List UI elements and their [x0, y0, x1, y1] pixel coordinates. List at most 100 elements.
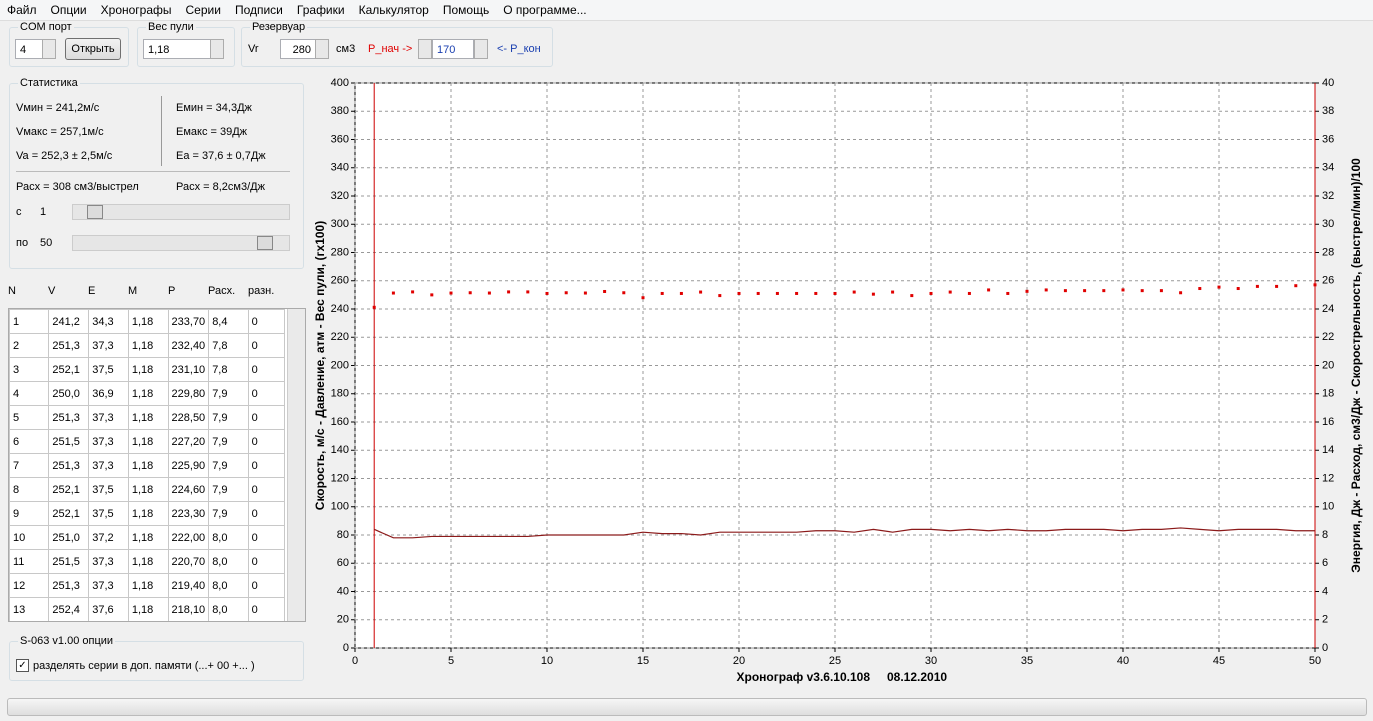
y2-tick-label: 14 [1322, 444, 1334, 456]
menu-item[interactable]: Опции [50, 3, 87, 17]
column-header: V [48, 285, 56, 297]
spin-button[interactable] [315, 39, 329, 59]
stat: Vмин = 241,2м/с [16, 102, 100, 114]
checkbox[interactable]: ✓ [16, 659, 29, 672]
table-cell: 0 [247, 333, 286, 358]
data-point [545, 291, 549, 295]
y-tick-label: 360 [331, 133, 349, 145]
menu-item[interactable]: Помощь [442, 3, 490, 17]
pressure-input[interactable]: 170 [432, 39, 474, 59]
slider-thumb[interactable] [87, 205, 103, 219]
table-row: 8 252,1 37,5 1,18 224,60 7,9 0 [9, 477, 286, 502]
table-cell: 219,40 [167, 573, 210, 598]
vr-label: Vr [248, 43, 259, 55]
table-cell: 0 [247, 429, 286, 454]
data-point [852, 290, 856, 294]
data-point [526, 290, 530, 294]
table-cell: 227,20 [167, 429, 210, 454]
menu-item[interactable]: Графики [296, 3, 345, 17]
table-row: 3 252,1 37,5 1,18 231,10 7,8 0 [9, 357, 286, 382]
table-cell: 1,18 [127, 525, 169, 550]
table-cell: 228,50 [167, 405, 210, 430]
menu-item[interactable]: Файл [7, 3, 37, 17]
data-point [1217, 285, 1221, 289]
menu-item[interactable]: Калькулятор [358, 3, 429, 17]
data-point [1313, 283, 1317, 287]
x-tick-label: 40 [1117, 655, 1129, 667]
table-cell: 12 [9, 573, 50, 598]
table-cell: 8,4 [208, 309, 249, 334]
menu-item[interactable]: Подписи [234, 3, 283, 17]
bullet-weight-group: Вес пули 1,18 [137, 21, 235, 67]
table-cell: 0 [247, 501, 286, 526]
spin-button[interactable] [474, 39, 488, 59]
data-point [1063, 289, 1067, 293]
y2-tick-label: 26 [1322, 275, 1334, 287]
bullet-weight-input[interactable]: 1,18 [143, 39, 211, 59]
data-point [1159, 289, 1163, 293]
table-cell: 8,0 [208, 525, 249, 550]
volume-input[interactable]: 280 [280, 39, 316, 59]
table-cell: 7,9 [208, 405, 249, 430]
com-port-group: COM порт 4 Открыть [9, 21, 129, 67]
column-header: P [168, 285, 176, 297]
column-header: Расх. [208, 285, 236, 297]
table-row: 2 251,3 37,3 1,18 232,40 7,8 0 [9, 333, 286, 358]
group-title: COM порт [18, 21, 74, 33]
spin-button[interactable] [42, 39, 56, 59]
stat: Va = 252,3 ± 2,5м/с [16, 150, 113, 162]
table-cell: 3 [9, 357, 50, 382]
data-point [833, 291, 837, 295]
table-cell: 0 [247, 525, 286, 550]
table-cell: 8 [9, 477, 50, 502]
from-value: 1 [40, 206, 47, 218]
spin-button[interactable] [418, 39, 432, 59]
open-button[interactable]: Открыть [65, 38, 121, 60]
table-cell: 37,3 [88, 405, 129, 430]
from-slider[interactable] [72, 204, 290, 220]
data-point [641, 296, 645, 300]
menu-item[interactable]: Хронографы [100, 3, 172, 17]
data-point [929, 291, 933, 295]
x-tick-label: 30 [925, 655, 937, 667]
data-point [967, 291, 971, 295]
y-tick-label: 100 [331, 501, 349, 513]
slider-thumb[interactable] [257, 236, 273, 250]
data-point [468, 291, 472, 295]
x-tick-label: 45 [1213, 655, 1225, 667]
table-cell: 220,70 [167, 549, 210, 574]
to-slider[interactable] [72, 235, 290, 251]
table-cell: 1,18 [127, 309, 169, 334]
table-cell: 34,3 [88, 309, 129, 334]
table-cell: 1,18 [127, 333, 169, 358]
menu-item[interactable]: О программе... [503, 3, 587, 17]
menu-item[interactable]: Серии [185, 3, 221, 17]
data-point [814, 291, 818, 295]
y-tick-label: 80 [337, 529, 349, 541]
spin-button[interactable] [210, 39, 224, 59]
table-cell: 7,8 [208, 357, 249, 382]
scrollbar[interactable] [287, 309, 305, 621]
y2-tick-label: 38 [1322, 105, 1334, 117]
data-point [1275, 284, 1279, 288]
y2-tick-label: 40 [1322, 77, 1334, 89]
menu-bar: Файл Опции Хронографы Серии Подписи Графики Ка… [0, 0, 1373, 21]
table-cell: 223,30 [167, 501, 210, 526]
y2-tick-label: 28 [1322, 246, 1334, 258]
data-point [1236, 287, 1240, 291]
data-point [1083, 289, 1087, 293]
y-tick-label: 320 [331, 190, 349, 202]
table-cell: 1,18 [127, 405, 169, 430]
table-cell: 252,1 [48, 501, 90, 526]
table-cell: 229,80 [167, 381, 210, 406]
y-tick-label: 140 [331, 444, 349, 456]
y-tick-label: 380 [331, 105, 349, 117]
column-header: разн. [248, 285, 275, 297]
y-tick-label: 40 [337, 585, 349, 597]
com-port-input[interactable]: 4 [15, 39, 43, 59]
table-cell: 37,5 [88, 477, 129, 502]
table-cell: 233,70 [167, 309, 210, 334]
to-label: по [16, 237, 29, 249]
table-row: 4 250,0 36,9 1,18 229,80 7,9 0 [9, 381, 286, 406]
table-cell: 1,18 [127, 549, 169, 574]
